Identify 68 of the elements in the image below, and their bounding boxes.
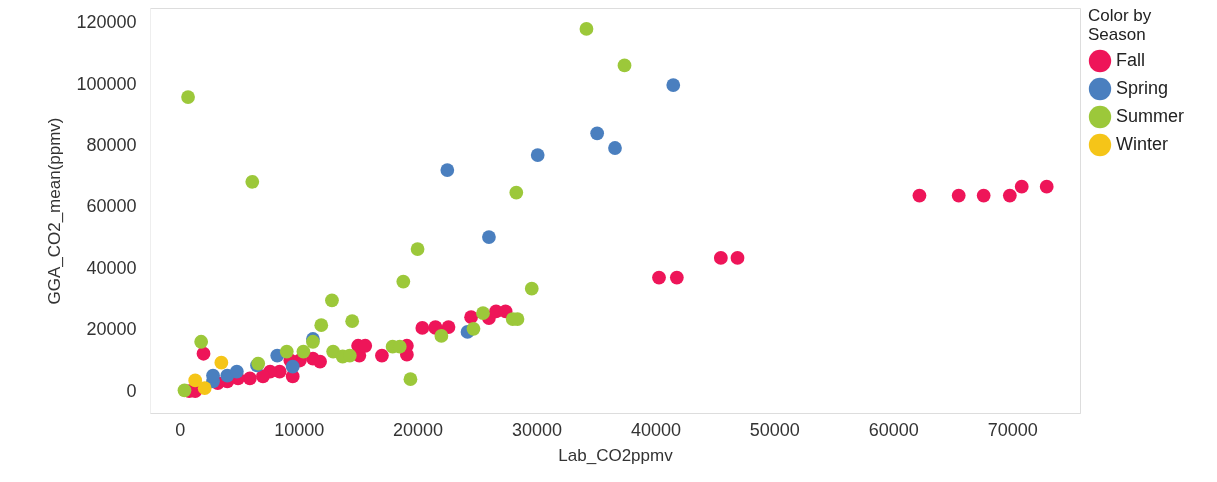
point [197, 381, 212, 396]
y-tick-label: 80000 [86, 135, 137, 156]
legend-title: Color by Season [1088, 6, 1152, 44]
legend-label: Summer [1116, 106, 1185, 126]
y-tick-label: 0 [126, 380, 137, 401]
y-tick-label: 100000 [76, 73, 137, 94]
point [590, 126, 605, 141]
point [403, 372, 418, 387]
y-tick-label: 20000 [86, 319, 137, 340]
point [194, 334, 209, 349]
point [617, 58, 632, 73]
x-axis-title: Lab_CO2ppmv [558, 445, 674, 465]
x-tick-label: 60000 [868, 419, 919, 440]
x-tick-label: 50000 [749, 419, 800, 440]
point [188, 373, 203, 388]
point [177, 383, 192, 398]
legend-label: Spring [1116, 78, 1169, 98]
x-tick-label: 10000 [274, 419, 325, 440]
y-tick-label: 120000 [76, 12, 137, 33]
point [1039, 179, 1054, 194]
point [345, 314, 360, 329]
point [912, 188, 927, 203]
y-axis-title: GGA_CO2_mean(ppmv) [45, 117, 65, 305]
point [285, 359, 300, 374]
point [579, 22, 594, 36]
point [464, 310, 478, 325]
point [314, 318, 329, 333]
legend-label: Winter [1116, 134, 1169, 154]
point [713, 251, 728, 265]
point [181, 90, 195, 104]
point [608, 141, 622, 155]
point [229, 364, 244, 379]
point [466, 321, 481, 336]
point [976, 188, 991, 203]
legend-label: Fall [1116, 50, 1146, 70]
x-tick-label: 0 [175, 419, 186, 440]
point [666, 78, 681, 92]
point [652, 270, 666, 285]
point [325, 293, 339, 308]
point [214, 355, 229, 370]
x-tick-label: 20000 [393, 419, 444, 440]
point [951, 188, 966, 203]
point [482, 230, 496, 244]
x-tick-label: 70000 [987, 419, 1038, 440]
point [196, 346, 211, 361]
point [1014, 179, 1029, 194]
point [256, 369, 270, 384]
point [669, 270, 684, 285]
point [1002, 188, 1017, 203]
point [524, 281, 539, 296]
point [509, 185, 524, 200]
point [396, 274, 411, 289]
point [296, 344, 311, 359]
point [375, 348, 389, 363]
point [415, 321, 430, 335]
point [476, 306, 490, 321]
x-tick-label: 40000 [630, 419, 681, 440]
point [410, 242, 425, 256]
point [440, 163, 455, 177]
point [530, 148, 545, 162]
y-tick-label: 40000 [86, 257, 137, 278]
point [245, 174, 260, 189]
point [279, 344, 294, 359]
point [730, 251, 745, 265]
y-tick-label: 60000 [86, 196, 137, 217]
point [434, 329, 449, 343]
x-tick-label: 30000 [511, 419, 563, 440]
point [243, 371, 257, 386]
